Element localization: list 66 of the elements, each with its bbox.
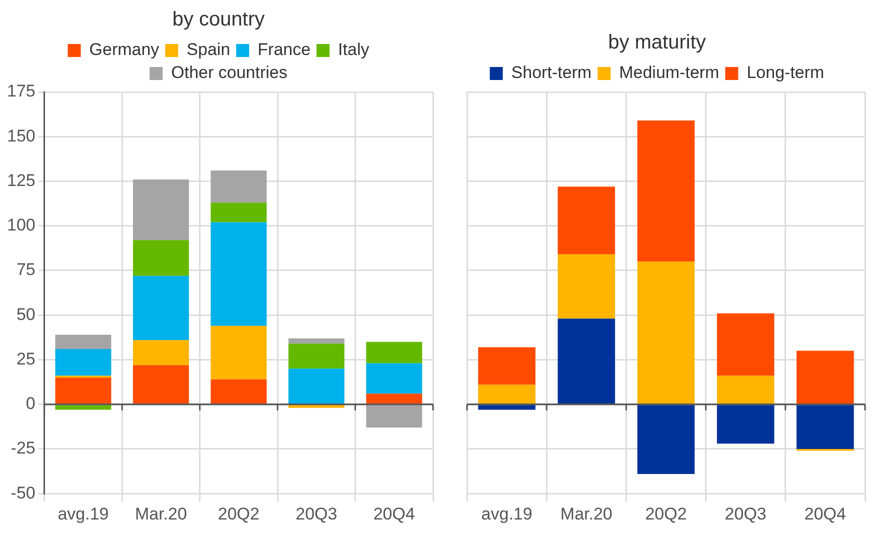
x-tick-label: 20Q4 [804, 504, 846, 524]
bar [478, 384, 536, 404]
bar [716, 313, 774, 376]
y-tick-label: 50 [16, 304, 36, 324]
bar [558, 318, 616, 404]
bar [478, 347, 536, 385]
bar [132, 276, 189, 340]
x-tick-label: Mar.20 [560, 504, 612, 524]
legend-label: Spain [186, 40, 230, 60]
y-tick-label: 0 [26, 394, 36, 414]
legend-label: Medium-term [619, 63, 720, 82]
bar [796, 405, 854, 449]
bar [210, 326, 267, 380]
y-tick-label: 100 [6, 216, 36, 235]
x-tick-label: 20Q3 [724, 504, 766, 524]
x-tick-label: 20Q3 [296, 504, 338, 524]
bar [796, 350, 854, 404]
x-tick-label: Mar.20 [134, 504, 187, 524]
bar [366, 342, 422, 364]
y-tick-label: 25 [16, 349, 36, 368]
bar [716, 405, 774, 444]
x-tick-label: 20Q2 [645, 504, 687, 524]
bar [558, 254, 616, 319]
bar [132, 340, 189, 366]
legend-label: Long-term [746, 63, 824, 82]
bar [637, 405, 695, 474]
legend-label: Short-term [511, 63, 592, 82]
bar [558, 186, 616, 254]
y-tick-label: 75 [16, 260, 36, 280]
bar [132, 240, 189, 276]
y-tick-label: -25 [10, 438, 36, 458]
bar [288, 405, 344, 408]
x-tick-label: 20Q2 [218, 504, 260, 524]
bar [210, 379, 267, 404]
bar [637, 262, 695, 404]
y-tick-label: 175 [6, 82, 36, 101]
bar [637, 120, 695, 262]
bar [288, 344, 344, 369]
y-tick-label: 125 [6, 170, 36, 190]
bar [55, 349, 112, 376]
x-tick-label: 20Q4 [373, 504, 415, 524]
chart-title: by country [172, 8, 265, 31]
bar [366, 405, 422, 428]
legend-label: Other countries [171, 63, 288, 82]
legend-label: Germany [89, 40, 160, 60]
bar [366, 363, 422, 394]
bar [55, 405, 112, 410]
bar [716, 376, 774, 404]
bar [132, 365, 189, 404]
bar [210, 202, 267, 222]
bar [366, 394, 422, 404]
y-tick-label: -50 [10, 483, 36, 502]
bar [478, 405, 536, 410]
x-tick-label: avg.19 [58, 504, 109, 524]
legend-label: Italy [338, 40, 370, 60]
bar [55, 334, 112, 350]
bar [288, 338, 344, 344]
x-tick-label: avg.19 [481, 504, 532, 524]
y-tick-label: 150 [6, 126, 36, 146]
legend-label: France [258, 40, 311, 60]
bar [210, 170, 267, 203]
bar [132, 179, 189, 240]
bar [210, 222, 267, 326]
bar [55, 378, 112, 404]
chart-title: by maturity [608, 32, 706, 54]
bar [288, 368, 344, 404]
